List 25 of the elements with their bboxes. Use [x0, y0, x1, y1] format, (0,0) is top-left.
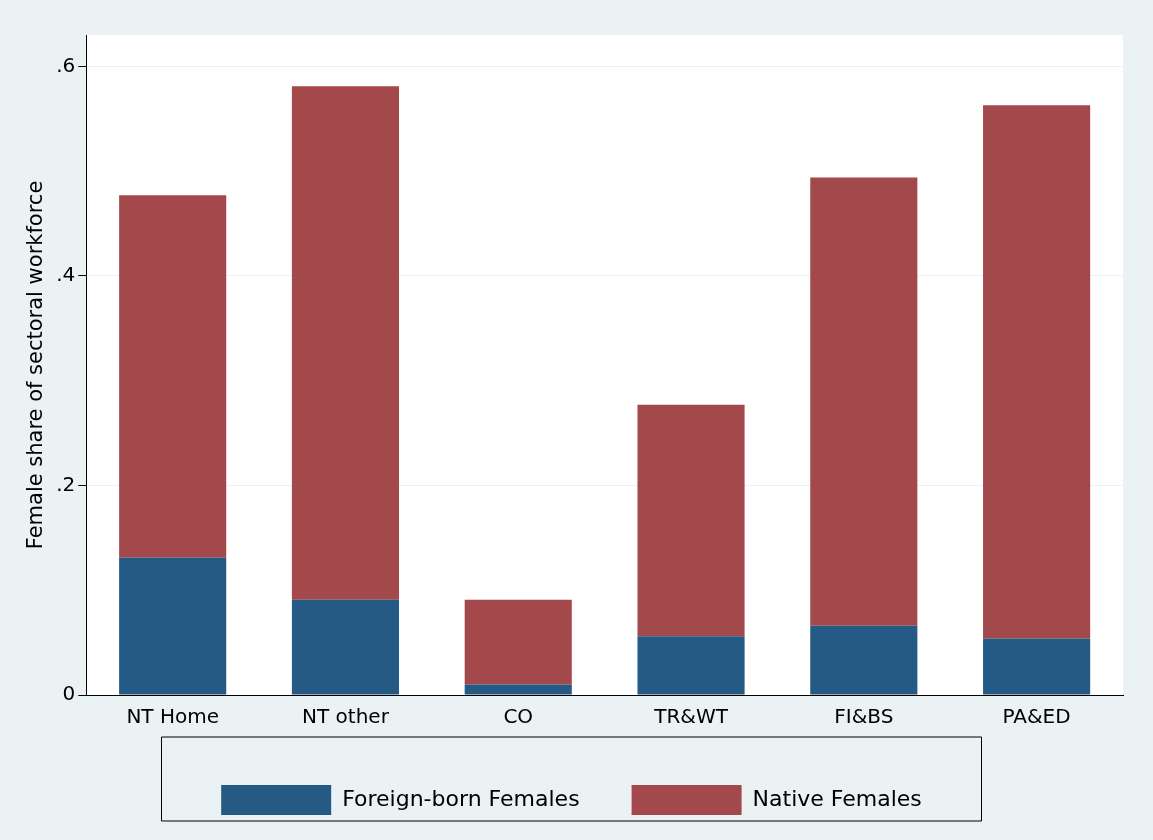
x-tick-label: NT Home — [126, 704, 219, 729]
bar — [291, 599, 400, 695]
bar — [983, 638, 1091, 695]
y-tick-label: 0 — [62, 681, 76, 706]
x-tick-label: NT other — [302, 704, 390, 729]
bar — [119, 195, 227, 558]
bar — [464, 599, 572, 685]
y-axis-title: Female share of sectoral workforce — [23, 180, 48, 550]
x-tick-label: FI&BS — [834, 704, 894, 729]
legend-label: Native Females — [752, 785, 922, 811]
bar — [291, 86, 400, 600]
y-tick-label: .2 — [56, 471, 76, 496]
legend-label: Foreign-born Females — [342, 785, 580, 811]
bar — [637, 404, 745, 637]
bar — [464, 684, 572, 695]
bar — [810, 625, 918, 695]
bar — [637, 636, 745, 695]
bar — [119, 557, 227, 695]
x-tick-label: CO — [503, 704, 534, 729]
bar — [983, 105, 1091, 639]
x-tick-label: TR&WT — [653, 704, 729, 729]
y-tick-label: .4 — [56, 262, 76, 287]
x-tick-label: PA&ED — [1002, 704, 1071, 729]
bar — [810, 177, 918, 626]
y-tick-label: .6 — [56, 52, 76, 77]
